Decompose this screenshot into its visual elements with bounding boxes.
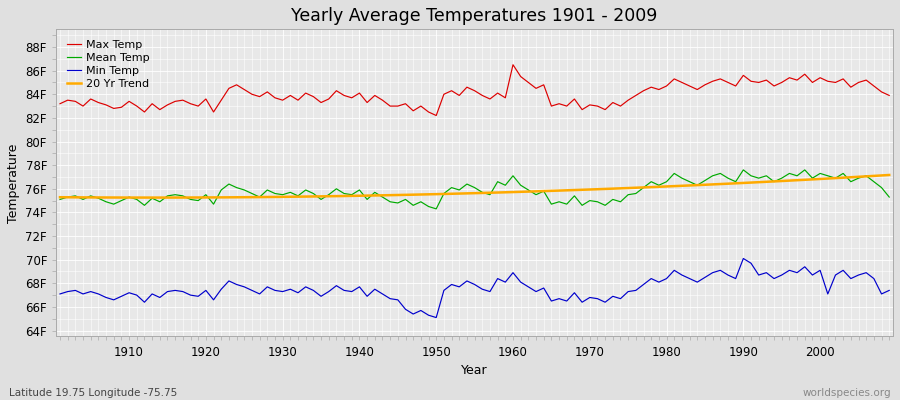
Min Temp	[516, 280, 526, 284]
20 Yr Trend	[116, 195, 127, 200]
Min Temp	[608, 294, 618, 299]
Max Temp	[523, 80, 534, 85]
Max Temp	[884, 93, 895, 98]
Min Temp	[331, 283, 342, 288]
Mean Temp	[55, 197, 66, 202]
20 Yr Trend	[338, 194, 349, 198]
20 Yr Trend	[292, 194, 303, 199]
Mean Temp	[331, 186, 342, 191]
20 Yr Trend	[608, 186, 618, 191]
20 Yr Trend	[508, 190, 518, 194]
Min Temp	[285, 287, 296, 292]
Mean Temp	[431, 206, 442, 211]
Mean Temp	[508, 173, 518, 178]
Line: Mean Temp: Mean Temp	[60, 170, 889, 209]
Min Temp	[884, 288, 895, 293]
Max Temp	[431, 113, 442, 118]
Mean Temp	[116, 198, 127, 203]
Text: worldspecies.org: worldspecies.org	[803, 388, 891, 398]
Mean Temp	[738, 168, 749, 172]
Legend: Max Temp, Mean Temp, Min Temp, 20 Yr Trend: Max Temp, Mean Temp, Min Temp, 20 Yr Tre…	[62, 35, 156, 95]
Max Temp	[331, 88, 342, 93]
Min Temp	[738, 256, 749, 261]
Min Temp	[431, 315, 442, 320]
Text: Latitude 19.75 Longitude -75.75: Latitude 19.75 Longitude -75.75	[9, 388, 177, 398]
Max Temp	[55, 101, 66, 106]
Min Temp	[508, 270, 518, 275]
Max Temp	[516, 74, 526, 79]
20 Yr Trend	[147, 195, 158, 200]
Min Temp	[116, 294, 127, 299]
Line: Max Temp: Max Temp	[60, 65, 889, 116]
Mean Temp	[608, 197, 618, 202]
Max Temp	[508, 62, 518, 67]
Max Temp	[285, 93, 296, 98]
Line: 20 Yr Trend: 20 Yr Trend	[60, 175, 889, 198]
Y-axis label: Temperature: Temperature	[7, 143, 20, 222]
Line: Min Temp: Min Temp	[60, 258, 889, 318]
20 Yr Trend	[516, 190, 526, 194]
20 Yr Trend	[55, 195, 66, 200]
Title: Yearly Average Temperatures 1901 - 2009: Yearly Average Temperatures 1901 - 2009	[292, 7, 658, 25]
Mean Temp	[884, 195, 895, 200]
Max Temp	[116, 105, 127, 110]
20 Yr Trend	[884, 172, 895, 177]
Max Temp	[615, 104, 626, 108]
Mean Temp	[285, 190, 296, 195]
Mean Temp	[516, 183, 526, 188]
Min Temp	[55, 292, 66, 296]
X-axis label: Year: Year	[462, 364, 488, 377]
